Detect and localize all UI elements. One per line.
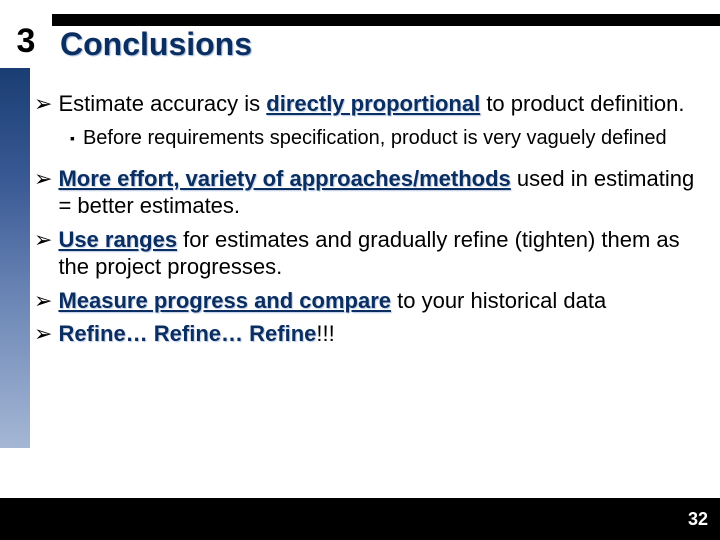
- sub-bullet-1: ▪ Before requirements specification, pro…: [70, 126, 704, 151]
- bullet-text: Refine… Refine… Refine!!!: [58, 320, 334, 348]
- arrow-icon: ➢: [34, 226, 52, 254]
- arrow-icon: ➢: [34, 165, 52, 193]
- top-black-bar: [0, 14, 720, 26]
- section-number-box: 3: [0, 14, 52, 68]
- page-title: Conclusions: [60, 26, 252, 62]
- bullet-text: Measure progress and compare to your his…: [58, 287, 606, 315]
- bullet-1: ➢ Estimate accuracy is directly proporti…: [34, 90, 704, 118]
- bullet-4: ➢ Measure progress and compare to your h…: [34, 287, 704, 315]
- bullet-text: Use ranges for estimates and gradually r…: [58, 226, 704, 281]
- text-post: !!!: [316, 321, 334, 346]
- highlight: directly proportional: [266, 91, 480, 116]
- left-accent-bar: [0, 68, 30, 448]
- highlight: Measure progress and compare: [58, 288, 391, 313]
- sub-bullet-text: Before requirements specification, produ…: [83, 126, 667, 151]
- arrow-icon: ➢: [34, 320, 52, 348]
- arrow-icon: ➢: [34, 90, 52, 118]
- bullet-text: More effort, variety of approaches/metho…: [58, 165, 704, 220]
- bullet-5: ➢ Refine… Refine… Refine!!!: [34, 320, 704, 348]
- section-number: 3: [17, 22, 36, 61]
- bullet-2: ➢ More effort, variety of approaches/met…: [34, 165, 704, 220]
- bottom-black-bar: [0, 498, 720, 540]
- highlight: Refine… Refine… Refine: [58, 321, 316, 346]
- arrow-icon: ➢: [34, 287, 52, 315]
- highlight: Use ranges: [58, 227, 177, 252]
- bullet-text: Estimate accuracy is directly proportion…: [58, 90, 684, 118]
- page-number: 32: [688, 509, 708, 530]
- text-post: to product definition.: [480, 91, 684, 116]
- content-area: ➢ Estimate accuracy is directly proporti…: [34, 90, 704, 354]
- text-pre: Estimate accuracy is: [58, 91, 266, 116]
- title-row: Conclusions: [60, 26, 252, 63]
- square-icon: ▪: [70, 130, 75, 148]
- bullet-3: ➢ Use ranges for estimates and gradually…: [34, 226, 704, 281]
- highlight: More effort, variety of approaches/metho…: [58, 166, 510, 191]
- text-post: to your historical data: [391, 288, 606, 313]
